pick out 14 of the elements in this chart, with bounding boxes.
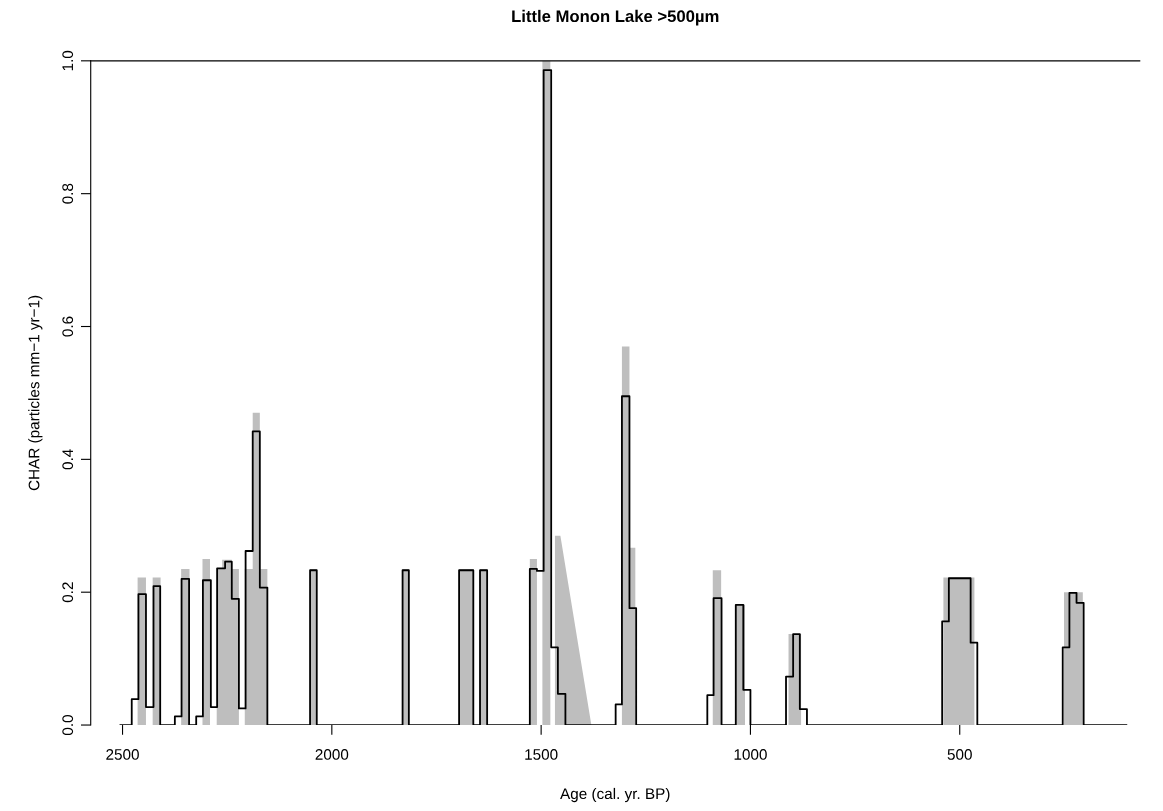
x-tick-label: 2500 xyxy=(106,749,139,760)
x-tick-label: 500 xyxy=(947,749,972,760)
x-tick-label: 2000 xyxy=(315,749,349,760)
y-tick-label: 0.6 xyxy=(62,316,74,337)
y-axis-title: CHAR (particles mm−1 yr−1) xyxy=(28,295,43,491)
x-tick-label: 1000 xyxy=(734,749,767,760)
y-tick-label: 0.2 xyxy=(62,582,74,603)
x-axis-title: Age (cal. yr. BP) xyxy=(560,787,670,803)
y-tick-label: 0.8 xyxy=(62,183,74,204)
y-tick-label: 0.0 xyxy=(62,715,74,736)
y-tick-label: 0.4 xyxy=(62,449,74,470)
x-tick-label: 1500 xyxy=(525,749,558,760)
chart-title: Little Monon Lake >500µm xyxy=(512,9,719,26)
y-tick-label: 1.0 xyxy=(62,50,74,71)
